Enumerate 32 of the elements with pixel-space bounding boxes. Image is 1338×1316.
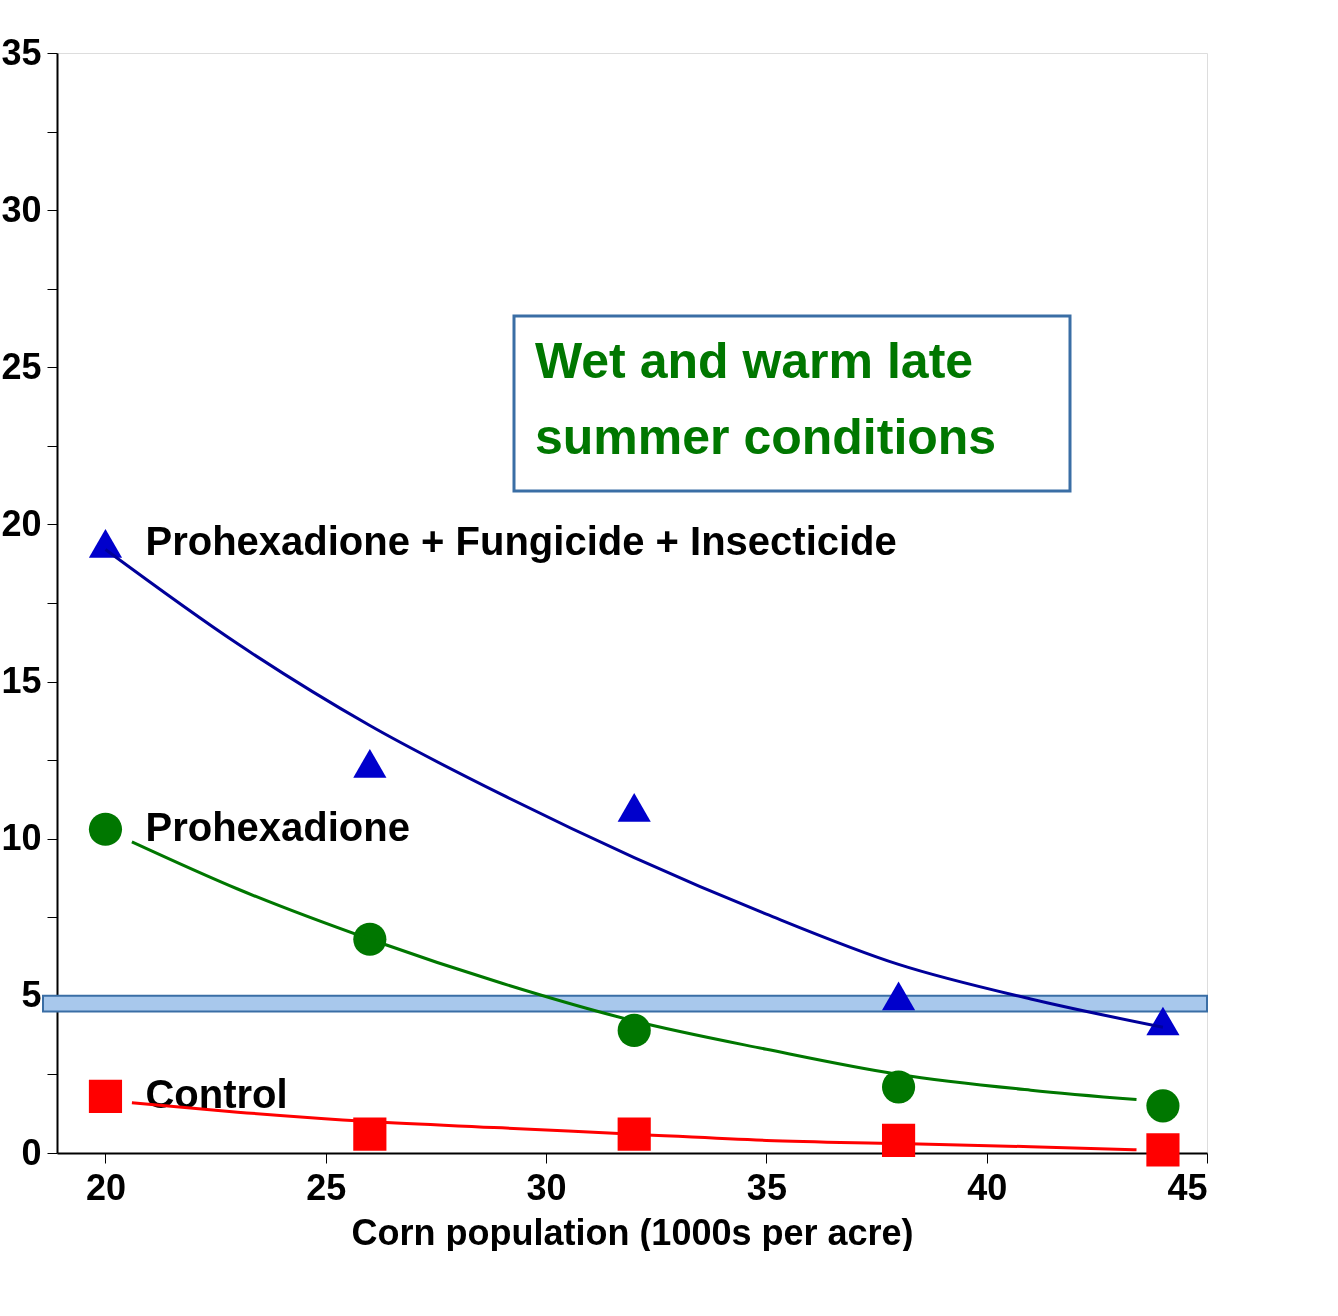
y-tick-label: 10 xyxy=(1,817,42,859)
point xyxy=(1146,1006,1180,1036)
x-tick-label: 25 xyxy=(306,1166,347,1208)
point xyxy=(88,1079,123,1114)
y-tick-label: 35 xyxy=(1,31,42,73)
y-tick-label: 5 xyxy=(21,974,42,1016)
point xyxy=(1146,1089,1180,1123)
y-tick-label: 15 xyxy=(1,660,42,702)
x-tick-label: 20 xyxy=(85,1166,126,1208)
point xyxy=(1146,1133,1180,1167)
point xyxy=(88,812,123,846)
point xyxy=(353,1117,387,1151)
point xyxy=(88,528,123,558)
point xyxy=(617,1117,651,1151)
point xyxy=(881,981,916,1011)
series-label: Control xyxy=(145,1072,288,1117)
series-label: Prohexadione + Fungicide + Insecticide xyxy=(145,519,897,564)
x-tick-label: 30 xyxy=(526,1166,567,1208)
y-tick-label: 30 xyxy=(1,188,42,230)
point xyxy=(353,748,387,778)
point xyxy=(881,1123,916,1158)
series-label: Prohexadione xyxy=(145,805,410,850)
y-tick-label: 0 xyxy=(21,1131,42,1173)
point xyxy=(617,1013,651,1047)
x-tick-label: 40 xyxy=(967,1166,1008,1208)
point xyxy=(881,1070,916,1104)
y-tick-label: 20 xyxy=(1,502,42,544)
x-tick-label: 45 xyxy=(1167,1166,1208,1208)
y-tick-label: 25 xyxy=(1,345,42,387)
point xyxy=(617,792,651,822)
x-tick-label: 35 xyxy=(746,1166,787,1208)
annotation: Wet and warm late summer conditions xyxy=(535,333,997,465)
